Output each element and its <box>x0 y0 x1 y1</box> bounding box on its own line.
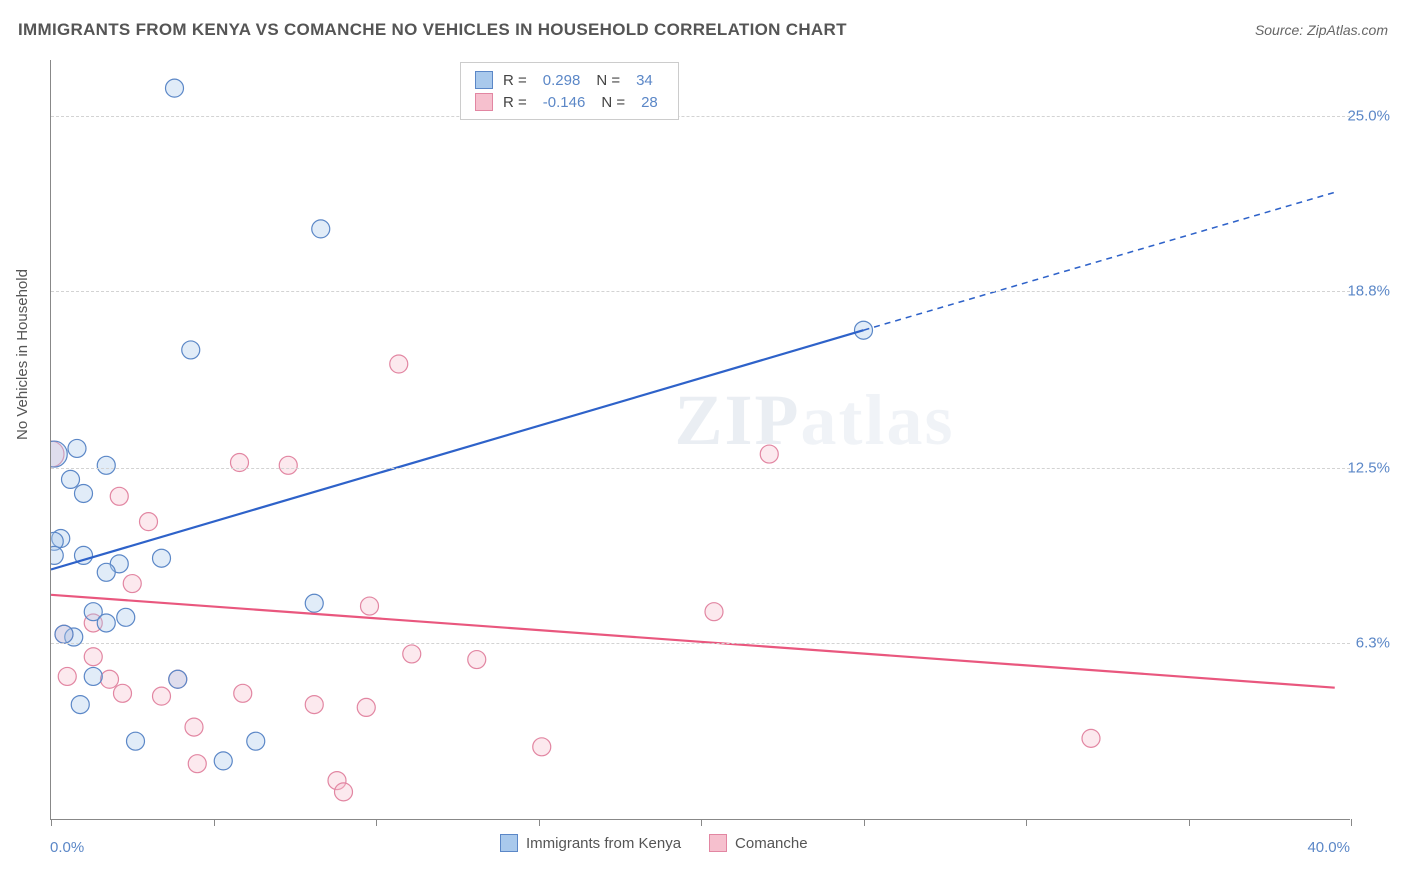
legend-correlation: R = 0.298 N = 34 R = -0.146 N = 28 <box>460 62 679 120</box>
data-point <box>279 456 297 474</box>
x-tick <box>51 819 52 826</box>
data-point <box>760 445 778 463</box>
swatch-series-a <box>475 71 493 89</box>
data-point <box>97 456 115 474</box>
data-point <box>153 549 171 567</box>
y-tick-label: 25.0% <box>1347 108 1390 125</box>
data-point <box>123 575 141 593</box>
y-axis-label: No Vehicles in Household <box>14 269 31 440</box>
trend-line-extrapolated <box>864 192 1335 330</box>
swatch-series-a-bottom <box>500 834 518 852</box>
data-point <box>305 696 323 714</box>
data-point <box>169 670 187 688</box>
data-point <box>140 513 158 531</box>
trend-line <box>51 595 1335 688</box>
data-point <box>153 687 171 705</box>
legend-N-value-a: 34 <box>630 72 659 89</box>
data-point <box>68 439 86 457</box>
data-point <box>117 608 135 626</box>
gridline-h <box>51 643 1350 644</box>
x-axis-min-label: 0.0% <box>50 839 84 856</box>
y-tick-label: 6.3% <box>1356 634 1390 651</box>
data-point <box>705 603 723 621</box>
data-point <box>335 783 353 801</box>
y-tick-label: 18.8% <box>1347 282 1390 299</box>
data-point <box>84 648 102 666</box>
data-point <box>97 563 115 581</box>
data-point <box>312 220 330 238</box>
legend-row-series-a: R = 0.298 N = 34 <box>475 69 664 91</box>
data-point <box>403 645 421 663</box>
x-tick <box>864 819 865 826</box>
plot-svg <box>51 60 1351 820</box>
data-point <box>182 341 200 359</box>
x-tick <box>1026 819 1027 826</box>
data-point <box>71 696 89 714</box>
legend-item-series-a: Immigrants from Kenya <box>500 834 681 852</box>
x-axis-max-label: 40.0% <box>1307 839 1350 856</box>
swatch-series-b-bottom <box>709 834 727 852</box>
data-point <box>468 651 486 669</box>
data-point <box>533 738 551 756</box>
data-point <box>1082 729 1100 747</box>
data-point <box>185 718 203 736</box>
legend-label-series-a: Immigrants from Kenya <box>526 835 681 852</box>
data-point <box>62 470 80 488</box>
legend-label-series-b: Comanche <box>735 835 808 852</box>
data-point <box>127 732 145 750</box>
legend-R-label-b: R = <box>503 94 527 111</box>
data-point <box>188 755 206 773</box>
data-point <box>305 594 323 612</box>
gridline-h <box>51 468 1350 469</box>
data-point <box>114 684 132 702</box>
x-tick <box>539 819 540 826</box>
data-point <box>101 670 119 688</box>
data-point <box>247 732 265 750</box>
data-point <box>75 484 93 502</box>
legend-R-value-a: 0.298 <box>537 72 587 89</box>
data-point <box>390 355 408 373</box>
swatch-series-b <box>475 93 493 111</box>
data-point <box>357 698 375 716</box>
trend-line <box>51 330 864 569</box>
x-tick <box>214 819 215 826</box>
data-point <box>55 625 73 643</box>
data-point <box>58 667 76 685</box>
chart-title: IMMIGRANTS FROM KENYA VS COMANCHE NO VEH… <box>18 20 847 40</box>
x-tick <box>701 819 702 826</box>
data-point <box>361 597 379 615</box>
legend-series: Immigrants from Kenya Comanche <box>500 834 808 852</box>
data-point <box>51 441 67 467</box>
gridline-h <box>51 291 1350 292</box>
data-point <box>234 684 252 702</box>
data-point <box>51 546 63 564</box>
gridline-h <box>51 116 1350 117</box>
x-tick <box>376 819 377 826</box>
legend-R-value-b: -0.146 <box>537 94 592 111</box>
source-label: Source: <box>1255 22 1307 38</box>
data-point <box>110 487 128 505</box>
legend-item-series-b: Comanche <box>709 834 808 852</box>
data-point <box>84 667 102 685</box>
legend-N-value-b: 28 <box>635 94 664 111</box>
legend-N-label-a: N = <box>596 72 620 89</box>
y-tick-label: 12.5% <box>1347 460 1390 477</box>
x-tick <box>1189 819 1190 826</box>
plot-area: ZIPatlas <box>50 60 1350 820</box>
data-point <box>97 614 115 632</box>
legend-row-series-b: R = -0.146 N = 28 <box>475 91 664 113</box>
x-tick <box>1351 819 1352 826</box>
source-name: ZipAtlas.com <box>1307 22 1388 38</box>
legend-N-label-b: N = <box>601 94 625 111</box>
data-point <box>214 752 232 770</box>
chart-container: IMMIGRANTS FROM KENYA VS COMANCHE NO VEH… <box>0 0 1406 892</box>
data-point <box>166 79 184 97</box>
source-attribution: Source: ZipAtlas.com <box>1255 22 1388 38</box>
legend-R-label-a: R = <box>503 72 527 89</box>
